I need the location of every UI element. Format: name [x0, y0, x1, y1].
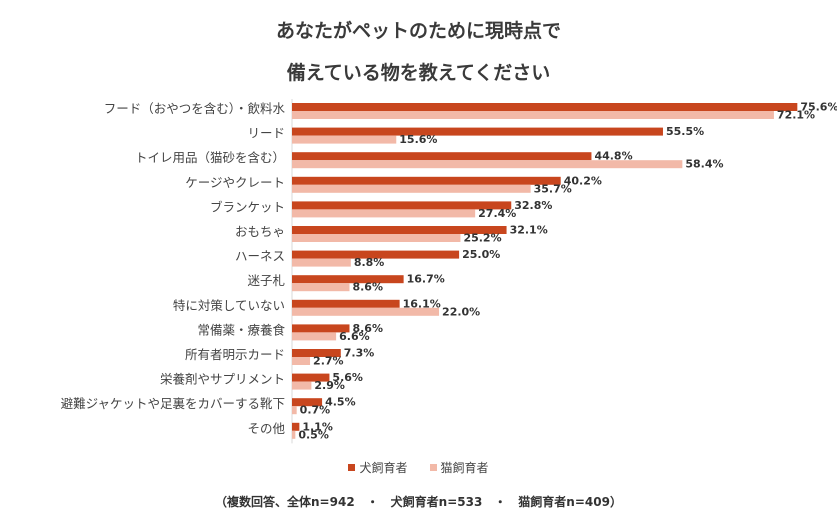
- bar-dog: [292, 422, 300, 431]
- bar-cat: [292, 184, 531, 193]
- legend: 犬飼育者 猫飼育者: [0, 459, 837, 476]
- legend-label-cat: 猫飼育者: [440, 461, 489, 475]
- data-label-dog: 8.6%: [352, 322, 383, 335]
- bar-cat: [292, 381, 312, 390]
- bar-dog: [292, 299, 400, 308]
- data-label-cat: 58.4%: [685, 158, 723, 171]
- bar-cat: [292, 430, 296, 439]
- bar-dog: [292, 103, 798, 111]
- bar-cat: [292, 111, 774, 119]
- data-label-cat: 15.6%: [399, 133, 437, 146]
- bar-cat: [292, 283, 350, 292]
- data-label-dog: 1.1%: [302, 420, 333, 433]
- bar-dog: [292, 201, 512, 210]
- legend-label-dog: 犬飼育者: [359, 461, 408, 475]
- bar-dog: [292, 127, 663, 136]
- legend-swatch-cat: [429, 464, 437, 471]
- category-label: ハーネス: [235, 249, 285, 264]
- data-label-cat: 22.0%: [442, 305, 480, 318]
- data-label-dog: 32.1%: [510, 224, 548, 237]
- data-label-cat: 25.2%: [463, 232, 501, 245]
- category-label: 所有者明示カード: [185, 347, 285, 362]
- bar-dog: [292, 373, 330, 382]
- data-label-cat: 8.8%: [354, 256, 385, 269]
- bar-cat: [292, 406, 297, 415]
- legend-swatch-dog: [348, 464, 356, 471]
- category-label: おもちゃ: [235, 224, 285, 239]
- bar-cat: [292, 258, 351, 267]
- data-label-dog: 5.6%: [332, 371, 363, 384]
- data-label-dog: 55.5%: [666, 125, 704, 138]
- bar-cat: [292, 307, 440, 316]
- category-label: 常備薬・療養食: [197, 322, 285, 337]
- category-label: リード: [247, 126, 285, 141]
- category-label: ケージやクレート: [185, 175, 285, 190]
- bar-dog: [292, 275, 404, 284]
- data-label-dog: 25.0%: [462, 248, 500, 261]
- data-label-dog: 16.7%: [407, 273, 445, 286]
- category-label: 迷子札: [247, 273, 285, 288]
- category-label: その他: [247, 421, 285, 436]
- bar-cat: [292, 234, 461, 242]
- category-label: トイレ用品（猫砂を含む）: [135, 150, 285, 165]
- bar-dog: [292, 349, 341, 357]
- data-label-dog: 32.8%: [514, 199, 552, 212]
- data-label-cat: 35.7%: [534, 182, 572, 195]
- bar-cat: [292, 135, 397, 144]
- data-label-dog: 4.5%: [325, 396, 356, 409]
- bar-dog: [292, 398, 323, 407]
- data-label-cat: 0.5%: [298, 428, 329, 441]
- bar-dog: [292, 324, 350, 333]
- category-label: ブランケット: [210, 199, 285, 214]
- data-label-cat: 2.7%: [313, 355, 344, 368]
- data-label-cat: 8.6%: [352, 281, 383, 294]
- data-label-dog: 40.2%: [564, 174, 602, 187]
- chart-title-line-1: あなたがペットのために現時点で: [275, 20, 561, 42]
- category-label: 避難ジャケットや足裏をカバーする靴下: [61, 396, 285, 411]
- bar-dog: [292, 176, 561, 185]
- data-label-dog: 44.8%: [594, 150, 632, 163]
- bar-dog: [292, 152, 592, 161]
- data-label-dog: 16.1%: [403, 297, 441, 310]
- data-label-cat: 27.4%: [478, 207, 516, 220]
- bar-cat: [292, 160, 683, 169]
- bar-cat: [292, 209, 476, 218]
- bar-cat: [292, 357, 311, 365]
- sample-size-footnote: （複数回答、全体n=942 ・ 犬飼育者n=533 ・ 猫飼育者n=409）: [215, 495, 622, 509]
- bar-dog: [292, 250, 460, 259]
- category-label: 栄養剤やサプリメント: [160, 372, 285, 387]
- legend-item-dog: 犬飼育者: [348, 459, 408, 476]
- category-label: 特に対策していない: [173, 298, 285, 313]
- bar-cat: [292, 332, 337, 341]
- data-label-cat: 6.6%: [339, 330, 370, 343]
- chart-title-line-2: 備えている物を教えてください: [286, 62, 551, 84]
- data-label-dog: 7.3%: [344, 347, 375, 360]
- legend-item-cat: 猫飼育者: [429, 459, 489, 476]
- data-label-cat: 2.9%: [314, 379, 345, 392]
- data-label-cat: 72.1%: [777, 109, 815, 122]
- data-label-dog: 75.6%: [800, 101, 837, 114]
- category-label: フード（おやつを含む）・飲料水: [104, 101, 286, 116]
- data-label-cat: 0.7%: [300, 404, 331, 417]
- bar-dog: [292, 226, 507, 234]
